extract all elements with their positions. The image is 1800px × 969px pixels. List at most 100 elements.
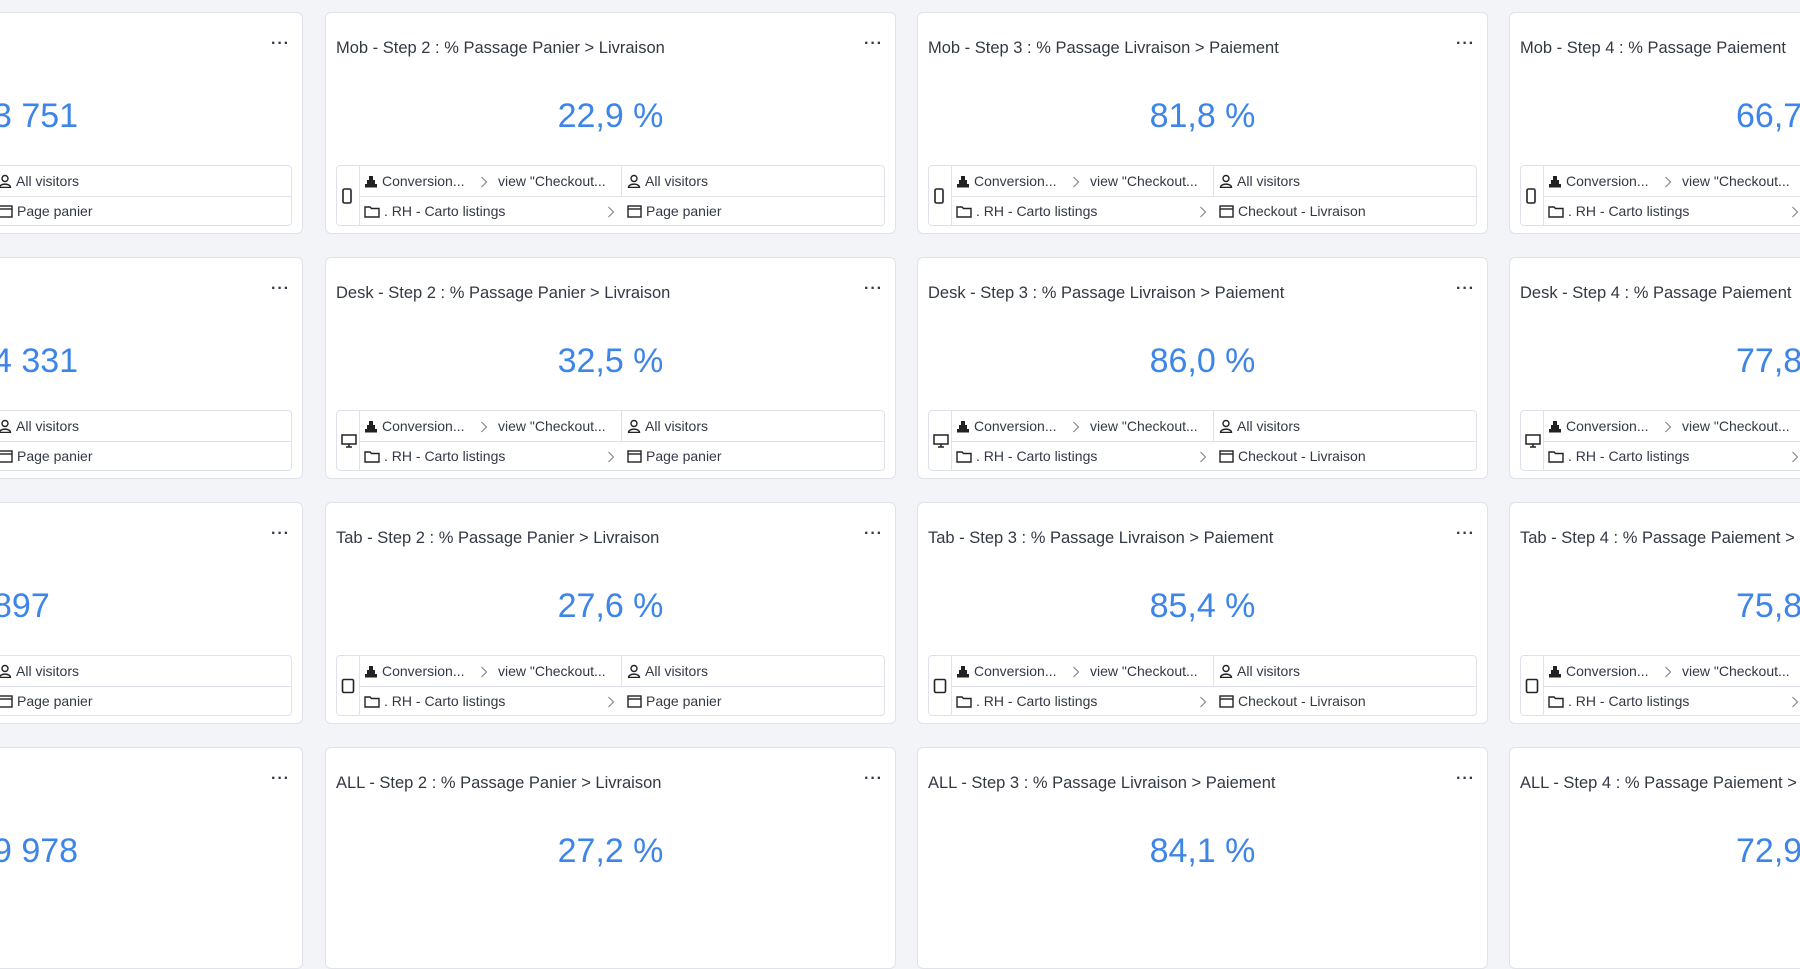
event-filter[interactable]: view "Checkout... xyxy=(1090,418,1198,434)
page-filter[interactable]: Checkout - Livraison xyxy=(1219,203,1366,219)
folder-filter[interactable]: . RH - Carto listings xyxy=(956,203,1097,219)
page-filter[interactable]: Page panier xyxy=(0,203,93,219)
chevron-right-icon xyxy=(481,421,488,433)
goal-filter[interactable]: Conversion... xyxy=(1548,173,1648,189)
card-title: Tab - Step 4 : % Passage Paiement > xyxy=(1520,529,1795,547)
device-filter[interactable] xyxy=(1521,411,1544,470)
event-filter[interactable]: view "Checkout... xyxy=(498,418,606,434)
chevron-right-icon xyxy=(481,666,488,678)
segment-filter[interactable]: All visitors xyxy=(1219,663,1300,679)
segment-filter-label: All visitors xyxy=(1237,173,1301,189)
more-options-icon[interactable]: ··· xyxy=(1456,280,1475,297)
segment-filter[interactable]: All visitors xyxy=(0,173,79,189)
filter-row: Conversion... view "Checkout... All visito… xyxy=(951,656,1476,687)
card-title: Desk - Step 4 : % Passage Paiement xyxy=(1520,284,1792,302)
goal-filter[interactable]: Conversion... xyxy=(956,663,1056,679)
goal-filter[interactable]: Conversion... xyxy=(1548,663,1648,679)
segment-filter[interactable]: All visitors xyxy=(0,418,79,434)
device-filter[interactable] xyxy=(337,656,360,715)
folder-filter[interactable]: . RH - Carto listings xyxy=(1548,203,1689,219)
chevron-right-icon xyxy=(1791,205,1799,221)
page-filter[interactable]: Page panier xyxy=(627,448,722,464)
folder-filter[interactable]: . RH - Carto listings xyxy=(956,693,1097,709)
event-filter[interactable]: view "Checkout... xyxy=(1090,663,1198,679)
more-options-icon[interactable]: ··· xyxy=(271,525,290,542)
metric-card: Tab - Step 2 : % Passage Panier > Livrai… xyxy=(325,502,896,724)
device-filter[interactable] xyxy=(1521,166,1544,225)
segment-filter[interactable]: All visitors xyxy=(627,173,708,189)
goal-filter[interactable]: Conversion... xyxy=(956,173,1056,189)
page-filter[interactable]: Page panier xyxy=(0,693,93,709)
folder-icon xyxy=(364,696,380,708)
folder-filter[interactable]: . RH - Carto listings xyxy=(364,203,505,219)
user-icon xyxy=(627,419,641,434)
device-filter[interactable] xyxy=(929,411,952,470)
folder-filter[interactable]: . RH - Carto listings xyxy=(364,693,505,709)
card-title: Mob - Step 3 : % Passage Livraison > Pai… xyxy=(928,39,1279,57)
device-filter[interactable] xyxy=(337,411,360,470)
filter-divider xyxy=(1213,411,1214,441)
folder-filter[interactable]: . RH - Carto listings xyxy=(956,448,1097,464)
segment-filter[interactable]: All visitors xyxy=(1219,418,1300,434)
folder-filter[interactable]: . RH - Carto listings xyxy=(1548,448,1689,464)
filter-row: . RH - Carto listings Page panier xyxy=(359,196,884,226)
filter-box: Conversion... view "Checkout... All visito… xyxy=(928,165,1477,226)
goal-filter-label: Conversion... xyxy=(1566,418,1649,434)
more-options-icon[interactable]: ··· xyxy=(1456,35,1475,52)
segment-filter[interactable]: All visitors xyxy=(627,663,708,679)
device-filter[interactable] xyxy=(929,166,952,225)
goal-filter[interactable]: Conversion... xyxy=(364,173,464,189)
chevron-right-icon xyxy=(1073,421,1080,433)
goal-filter[interactable]: Conversion... xyxy=(956,418,1056,434)
segment-filter[interactable]: All visitors xyxy=(0,663,79,679)
more-options-icon[interactable]: ··· xyxy=(864,35,883,52)
filter-row: Page panier xyxy=(0,441,291,471)
filter-row: . RH - Carto listings Checkout - Livraiso… xyxy=(951,196,1476,226)
metric-value: 72,9 xyxy=(1736,832,1800,870)
more-options-icon[interactable]: ··· xyxy=(1456,770,1475,787)
segment-filter[interactable]: All visitors xyxy=(627,418,708,434)
chevron-right-icon xyxy=(608,451,615,463)
device-filter[interactable] xyxy=(929,656,952,715)
page-filter[interactable]: Page panier xyxy=(627,693,722,709)
page-filter[interactable]: Checkout - Livraison xyxy=(1219,693,1366,709)
metric-card: Tab - Step 4 : % Passage Paiement > 75,8 C… xyxy=(1509,502,1800,724)
metric-card: Desk - Step 4 : % Passage Paiement 77,8 Co… xyxy=(1509,257,1800,479)
more-options-icon[interactable]: ··· xyxy=(271,35,290,52)
segment-filter-label: All visitors xyxy=(645,663,709,679)
event-filter[interactable]: view "Checkout... xyxy=(1682,663,1790,679)
more-options-icon[interactable]: ··· xyxy=(864,770,883,787)
chevron-right-icon xyxy=(1199,205,1207,221)
event-filter[interactable]: view "Checkout... xyxy=(1090,173,1198,189)
folder-filter[interactable]: . RH - Carto listings xyxy=(364,448,505,464)
more-options-icon[interactable]: ··· xyxy=(1456,525,1475,542)
page-filter-label: Checkout - Livraison xyxy=(1238,203,1366,219)
goal-filter[interactable]: Conversion... xyxy=(364,663,464,679)
chevron-right-icon xyxy=(1664,665,1672,681)
chevron-right-icon xyxy=(481,176,488,188)
filter-row: All visitors xyxy=(0,411,291,442)
page-icon xyxy=(1219,450,1234,463)
segment-filter-label: All visitors xyxy=(645,173,709,189)
page-filter[interactable]: Page panier xyxy=(627,203,722,219)
card-title: ALL - Step 4 : % Passage Paiement > xyxy=(1520,774,1797,792)
event-filter-label: view "Checkout... xyxy=(1682,663,1790,679)
goal-filter[interactable]: Conversion... xyxy=(364,418,464,434)
more-options-icon[interactable]: ··· xyxy=(271,280,290,297)
more-options-icon[interactable]: ··· xyxy=(271,770,290,787)
segment-filter[interactable]: All visitors xyxy=(1219,173,1300,189)
event-filter[interactable]: view "Checkout... xyxy=(1682,418,1790,434)
device-filter[interactable] xyxy=(337,166,360,225)
filter-row: . RH - Carto listings Checkout - Livraiso… xyxy=(951,686,1476,716)
folder-filter[interactable]: . RH - Carto listings xyxy=(1548,693,1689,709)
page-filter[interactable]: Checkout - Livraison xyxy=(1219,448,1366,464)
desktop-icon xyxy=(933,434,949,448)
event-filter[interactable]: view "Checkout... xyxy=(498,663,606,679)
more-options-icon[interactable]: ··· xyxy=(864,280,883,297)
event-filter[interactable]: view "Checkout... xyxy=(498,173,606,189)
page-filter[interactable]: Page panier xyxy=(0,448,93,464)
event-filter[interactable]: view "Checkout... xyxy=(1682,173,1790,189)
more-options-icon[interactable]: ··· xyxy=(864,525,883,542)
device-filter[interactable] xyxy=(1521,656,1544,715)
goal-filter[interactable]: Conversion... xyxy=(1548,418,1648,434)
